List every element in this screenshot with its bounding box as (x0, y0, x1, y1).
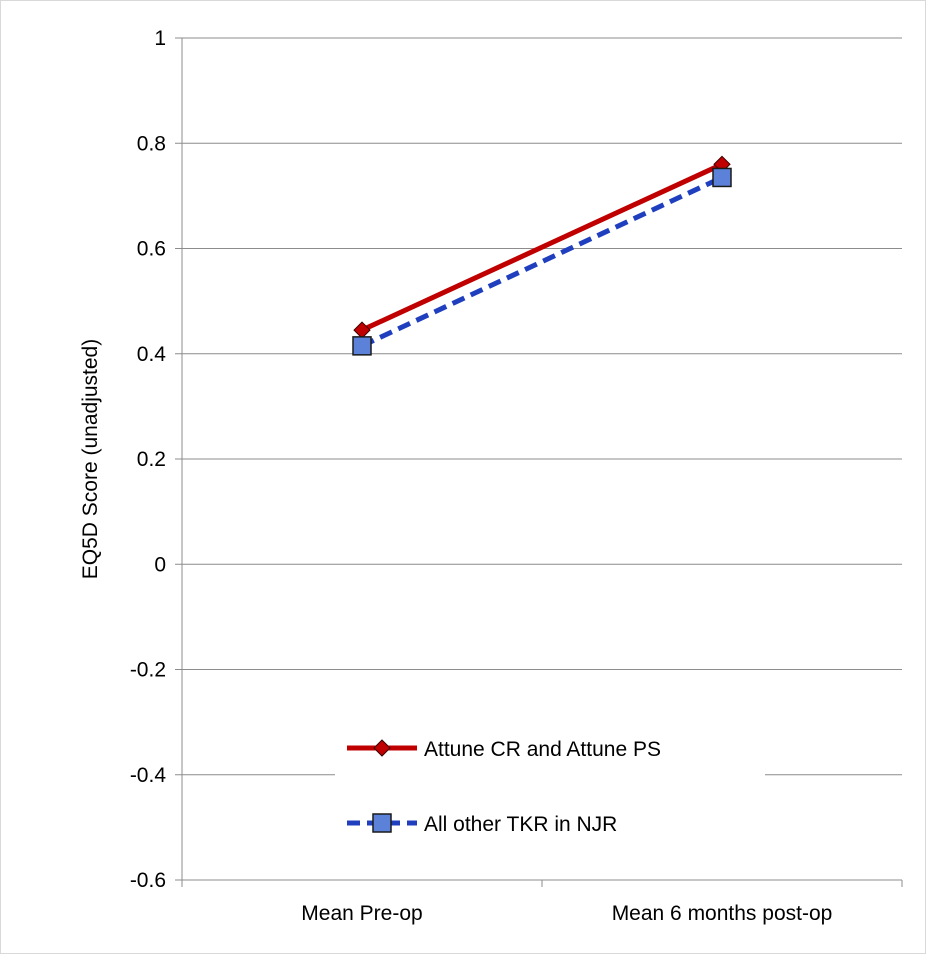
legend-marker (373, 739, 391, 757)
legend-label: All other TKR in NJR (424, 813, 617, 836)
x-tick-label: Mean 6 months post-op (612, 902, 833, 925)
series-line (360, 175, 724, 349)
y-tick-label: 0.4 (137, 343, 167, 366)
y-axis-title: EQ5D Score (unadjusted) (79, 339, 102, 579)
legend-marker (372, 813, 392, 833)
x-tick-labels: Mean Pre-op Mean 6 months post-op (301, 902, 832, 925)
legend-item-0: Attune CR and Attune PS (347, 738, 661, 761)
y-tick-labels: -0.6 -0.4 -0.2 0 0.2 0.4 0.6 0.8 1 (130, 27, 167, 892)
y-tick-label: 0.8 (137, 132, 166, 155)
y-tick-label: 0 (154, 553, 166, 576)
legend-label: Attune CR and Attune PS (424, 738, 661, 761)
y-tick-label: -0.6 (130, 869, 166, 892)
data-point (352, 336, 372, 356)
legend-item-1: All other TKR in NJR (347, 813, 617, 836)
legend: Attune CR and Attune PS All other TKR in … (347, 738, 661, 836)
x-tick-label: Mean Pre-op (301, 902, 422, 925)
y-tick-label: -0.2 (130, 659, 166, 682)
series (352, 155, 732, 356)
axes (175, 37, 903, 887)
y-tick-label: 1 (154, 27, 166, 50)
data-point (712, 167, 732, 188)
y-tick-label: 0.2 (137, 448, 166, 471)
y-tick-label: -0.4 (130, 764, 167, 787)
series-line (360, 162, 724, 333)
series-1 (352, 167, 732, 356)
legend-background (335, 722, 765, 842)
y-tick-label: 0.6 (137, 238, 166, 261)
